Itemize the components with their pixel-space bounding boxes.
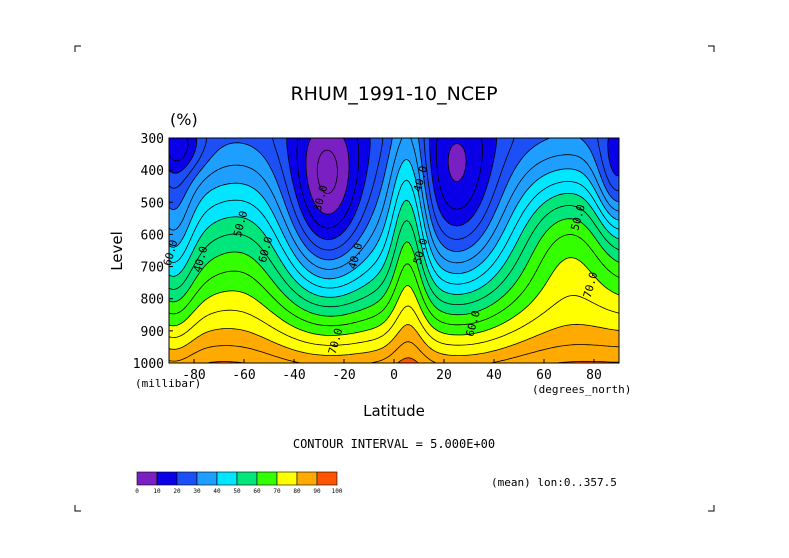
- colorbar-swatch: [276, 471, 298, 486]
- colorbar-swatch: [136, 471, 158, 486]
- colorbar-swatch: [296, 471, 318, 486]
- contour-line-10: [305, 137, 467, 215]
- y-tick-label: 1000: [133, 357, 164, 372]
- corner-mark-top-left: [74, 45, 81, 52]
- y-tick-label: 700: [141, 261, 164, 276]
- contour-plot-area: 30.040.040.050.050.050.060.060.040.070.0…: [161, 137, 620, 364]
- colorbar-swatch: [176, 471, 198, 486]
- y-tick-label: 500: [141, 196, 164, 211]
- corner-mark-top-right: [708, 45, 715, 52]
- colorbar-swatch: [316, 471, 338, 486]
- contour-line-60: [168, 218, 620, 317]
- contour-line-20: [168, 137, 620, 240]
- corner-mark-bottom-right: [708, 505, 715, 512]
- colorbar-tick-label: 20: [173, 488, 181, 495]
- colorbar-tick-label: 40: [213, 488, 221, 495]
- colorbar-tick-label: 60: [253, 488, 261, 495]
- colorbar-tick-label: 0: [135, 488, 139, 495]
- y-tick-label: 400: [141, 164, 164, 179]
- colorbar-tick-label: 80: [293, 488, 301, 495]
- units-label: (%): [170, 110, 198, 129]
- x-unit-label: (degrees_north): [532, 383, 631, 396]
- contour-line-70: [168, 257, 620, 336]
- mean-longitude-text: (mean) lon:0..357.5: [491, 476, 617, 489]
- contour-line-15: [168, 137, 483, 229]
- x-tick-label: 60: [536, 368, 552, 383]
- corner-mark-bottom-left: [74, 505, 81, 512]
- x-tick-label: -80: [182, 368, 205, 383]
- contour-line-45: [168, 179, 620, 289]
- y-tick-label: 600: [141, 228, 164, 243]
- contour-line-50: [168, 193, 620, 298]
- y-unit-label: (millibar): [135, 377, 201, 390]
- contour-line-30: [168, 137, 620, 261]
- x-tick-label: 0: [390, 368, 398, 383]
- colorbar-swatch: [216, 471, 238, 486]
- x-tick-label: 80: [586, 368, 602, 383]
- contour-lines: [168, 137, 620, 364]
- colorbar-swatch: [256, 471, 278, 486]
- y-axis-ticks: 300 400 500 600 700 800 900 1000: [133, 132, 173, 372]
- x-tick-label: -40: [282, 368, 305, 383]
- contour-line-65: [168, 234, 620, 327]
- contour-line-80: [168, 324, 620, 356]
- colorbar-swatch: [156, 471, 178, 486]
- y-axis-title: Level: [108, 231, 126, 271]
- y-tick-label: 800: [141, 293, 164, 308]
- colorbar: 0 10 20 30 40 50 60 70 80 90 100: [135, 471, 343, 495]
- contour-line-5: [316, 149, 338, 194]
- contour-line-75: [168, 295, 620, 346]
- chart-title: RHUM_1991-10_NCEP: [290, 83, 497, 105]
- y-tick-label: 900: [141, 325, 164, 340]
- contour-line-40: [168, 158, 620, 280]
- colorbar-tick-label: 30: [193, 488, 201, 495]
- contour-line-85: [168, 341, 620, 364]
- contour-interval-text: CONTOUR INTERVAL = 5.000E+00: [293, 437, 495, 451]
- x-axis-ticks: -80 -60 -40 -20 0 20 40 60 80: [182, 359, 602, 383]
- colorbar-tick-label: 50: [233, 488, 241, 495]
- colorbar-tick-label: 100: [332, 488, 343, 495]
- y-tick-label: 300: [141, 132, 164, 147]
- x-axis-title: Latitude: [363, 402, 425, 420]
- colorbar-tick-label: 70: [273, 488, 281, 495]
- x-tick-label: -20: [332, 368, 355, 383]
- colorbar-tick-label: 90: [313, 488, 321, 495]
- x-tick-label: 40: [486, 368, 502, 383]
- contour-line-55: [168, 205, 620, 308]
- colorbar-tick-label: 10: [153, 488, 161, 495]
- x-tick-label: 20: [436, 368, 452, 383]
- contour-line-25: [168, 137, 620, 251]
- colorbar-swatch: [196, 471, 218, 486]
- colorbar-swatch: [236, 471, 258, 486]
- x-tick-label: -60: [232, 368, 255, 383]
- contour-line-35: [168, 137, 620, 270]
